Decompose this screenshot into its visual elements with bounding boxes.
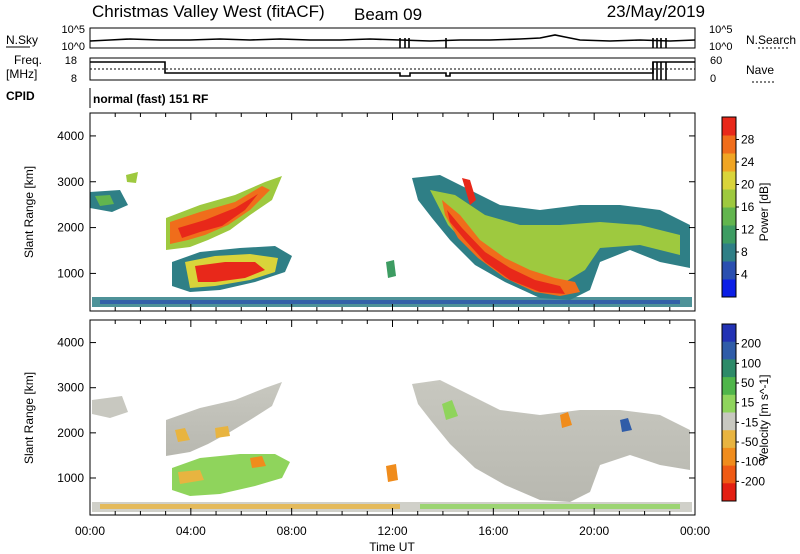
colorbar-tick-label: 100 [741,356,761,370]
colorbar-swatch [722,341,736,360]
colorbar-tick-label: -100 [741,455,765,469]
ytick-label: 4000 [57,129,84,143]
nave-tick-top: 60 [710,55,722,67]
power-panel: 1000 2000 3000 4000 Slant Range [km] 4 8 12 16… [22,112,771,312]
freq-label: Freq. [14,53,42,67]
xtick-label: 20:00 [579,524,609,538]
velocity-echo-upper [166,382,282,456]
colorbar-swatch [722,189,736,208]
colorbar-swatch [722,394,736,413]
nsky-dropouts [399,38,667,48]
ytick-label: 2000 [57,221,84,235]
power-yaxis: 1000 2000 3000 4000 [57,129,695,280]
colorbar-swatch [722,153,736,172]
colorbar-swatch [722,412,736,431]
colorbar-tick-label: -50 [741,435,759,449]
velocity-colorbar-label: Velocity [m s^-1] [757,375,771,462]
nsky-label: N.Sky [6,33,38,47]
power-echoes [90,172,692,307]
nsky-panel: N.Sky 10^5 10^0 N.Search 10^5 10^0 [6,24,796,53]
power-ylabel: Slant Range [km] [22,166,36,258]
colorbar-swatch [722,261,736,280]
power-colorbar-label: Power [dB] [757,183,771,242]
xtick-label: 08:00 [277,524,307,538]
colorbar-tick-label: 8 [741,245,748,259]
ytick-label: 4000 [57,336,84,350]
nsky-tick-bottom: 10^0 [61,41,85,53]
colorbar-tick-label: -15 [741,415,759,429]
cpid-label: CPID [6,89,35,103]
freq-tick-bottom: 8 [71,73,77,85]
colorbar-swatch [722,465,736,484]
ytick-label: 1000 [57,266,84,280]
date-title: 23/May/2019 [607,2,705,21]
colorbar-frame [721,323,737,502]
power-colorbar: 4 8 12 16 20 24 28 [721,116,755,298]
colorbar-tick-label: 15 [741,396,755,410]
ytick-label: 2000 [57,426,84,440]
velocity-panel: 1000 2000 3000 4000 00:00 04:00 08:00 12:00 16:… [22,319,771,554]
colorbar-tick-label: -200 [741,474,765,488]
colorbar-tick-label: 4 [741,268,748,282]
freq-trace [90,61,695,77]
colorbar-swatch [722,225,736,244]
xtick-label: 04:00 [176,524,206,538]
nsky-trace [89,34,696,42]
ytick-label: 1000 [57,471,84,485]
ytick-label: 3000 [57,381,84,395]
colorbar-tick-label: 28 [741,133,755,147]
colorbar-swatch [722,447,736,467]
colorbar-swatch [722,324,736,343]
velocity-xlabel: Time UT [369,540,415,554]
colorbar-tick-label: 20 [741,178,755,192]
colorbar-swatch [722,171,736,190]
nave-tick-bottom: 0 [710,73,716,85]
beam-title: Beam 09 [354,5,422,24]
xtick-label: 12:00 [377,524,407,538]
station-title: Christmas Valley West (fitACF) [92,2,325,21]
colorbar-swatch [722,135,736,154]
velocity-colorbar: 200 100 50 15 -15 -50 -100 -200 [721,323,765,502]
nsearch-tick-bottom: 10^0 [709,41,733,53]
colorbar-swatch [722,117,736,136]
nsky-tick-top: 10^5 [61,24,85,36]
xtick-label: 00:00 [680,524,710,538]
colorbar-swatch [722,243,736,262]
freq-tick-top: 18 [65,55,77,67]
colorbar-swatch [722,377,736,396]
freq-dropouts [652,62,667,80]
colorbar-swatch [722,207,736,226]
colorbar-tick-label: 50 [741,376,755,390]
colorbar-swatch [722,279,736,298]
freq-panel: Freq. [MHz] 18 8 60 0 Nave [6,53,775,85]
colorbar-tick-label: 16 [741,200,755,214]
velocity-echo-evening [412,380,690,502]
nsearch-tick-top: 10^5 [709,24,733,36]
xtick-label: 00:00 [75,524,105,538]
colorbar-swatch [722,483,736,502]
velocity-ylabel: Slant Range [km] [22,372,36,464]
velocity-yaxis: 1000 2000 3000 4000 [57,336,695,485]
cpid-text: normal (fast) 151 RF [93,92,208,106]
velocity-xaxis: 00:00 04:00 08:00 12:00 16:00 20:00 00:00 [75,320,710,538]
colorbar-swatch [722,430,736,449]
colorbar-tick-label: 200 [741,337,761,351]
nave-label: Nave [746,63,774,77]
colorbar-tick-label: 12 [741,223,755,237]
power-xaxis [89,113,696,311]
xtick-label: 16:00 [478,524,508,538]
nsearch-label: N.Search [746,33,796,47]
colorbar-swatch [722,359,736,378]
freq-unit: [MHz] [6,67,37,81]
velocity-echoes [92,380,692,512]
colorbar-tick-label: 24 [741,155,755,169]
velocity-echo-early [92,396,128,418]
ytick-label: 3000 [57,175,84,189]
